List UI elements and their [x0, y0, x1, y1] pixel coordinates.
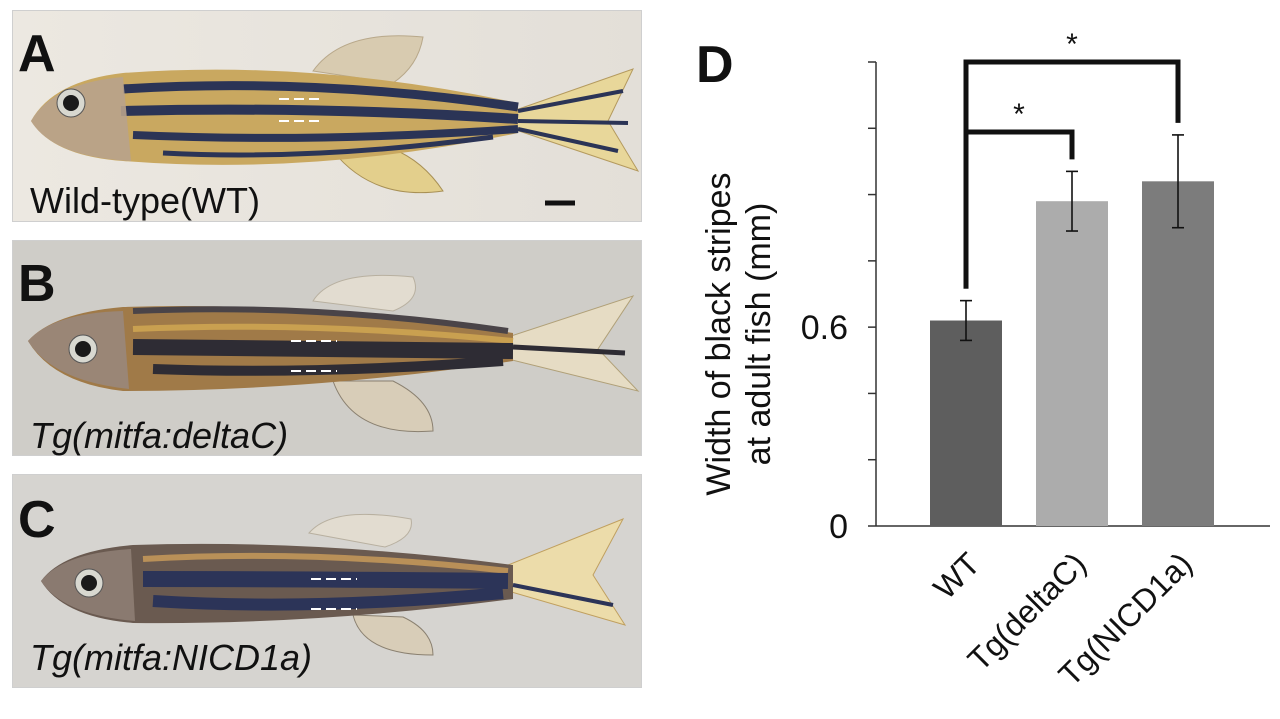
- panel-b-photo: [12, 240, 642, 456]
- y-tick-label: 0: [829, 508, 848, 546]
- panel-letter-b: B: [18, 255, 56, 313]
- bar: [930, 320, 1002, 526]
- panel-letter-c: C: [18, 491, 56, 549]
- panel-letter-d: D: [696, 36, 734, 94]
- y-axis-label-line2: at adult fish (mm): [740, 203, 778, 466]
- significance-bracket: [963, 59, 1181, 289]
- bar: [1142, 181, 1214, 527]
- nicd1a-fish-image: [13, 475, 641, 687]
- significance-star: *: [1066, 28, 1078, 61]
- significance-star: *: [1013, 98, 1025, 131]
- deltac-fish-image: [13, 241, 641, 455]
- panel-c-caption: Tg(mitfa:NICD1a): [30, 637, 313, 678]
- panel-a-caption: Wild-type(WT): [30, 180, 260, 221]
- y-axis-label-line1: Width of black stripes: [700, 172, 738, 495]
- panel-c-photo: [12, 474, 642, 688]
- wild-type-fish-image: [13, 11, 641, 221]
- panel-letter-a: A: [18, 25, 56, 83]
- panel-a-photo: [12, 10, 642, 222]
- y-tick-label: 0.6: [801, 309, 848, 347]
- bar: [1036, 201, 1108, 526]
- panel-b-caption: Tg(mitfa:deltaC): [30, 415, 289, 456]
- x-category-label: WT: [926, 545, 987, 606]
